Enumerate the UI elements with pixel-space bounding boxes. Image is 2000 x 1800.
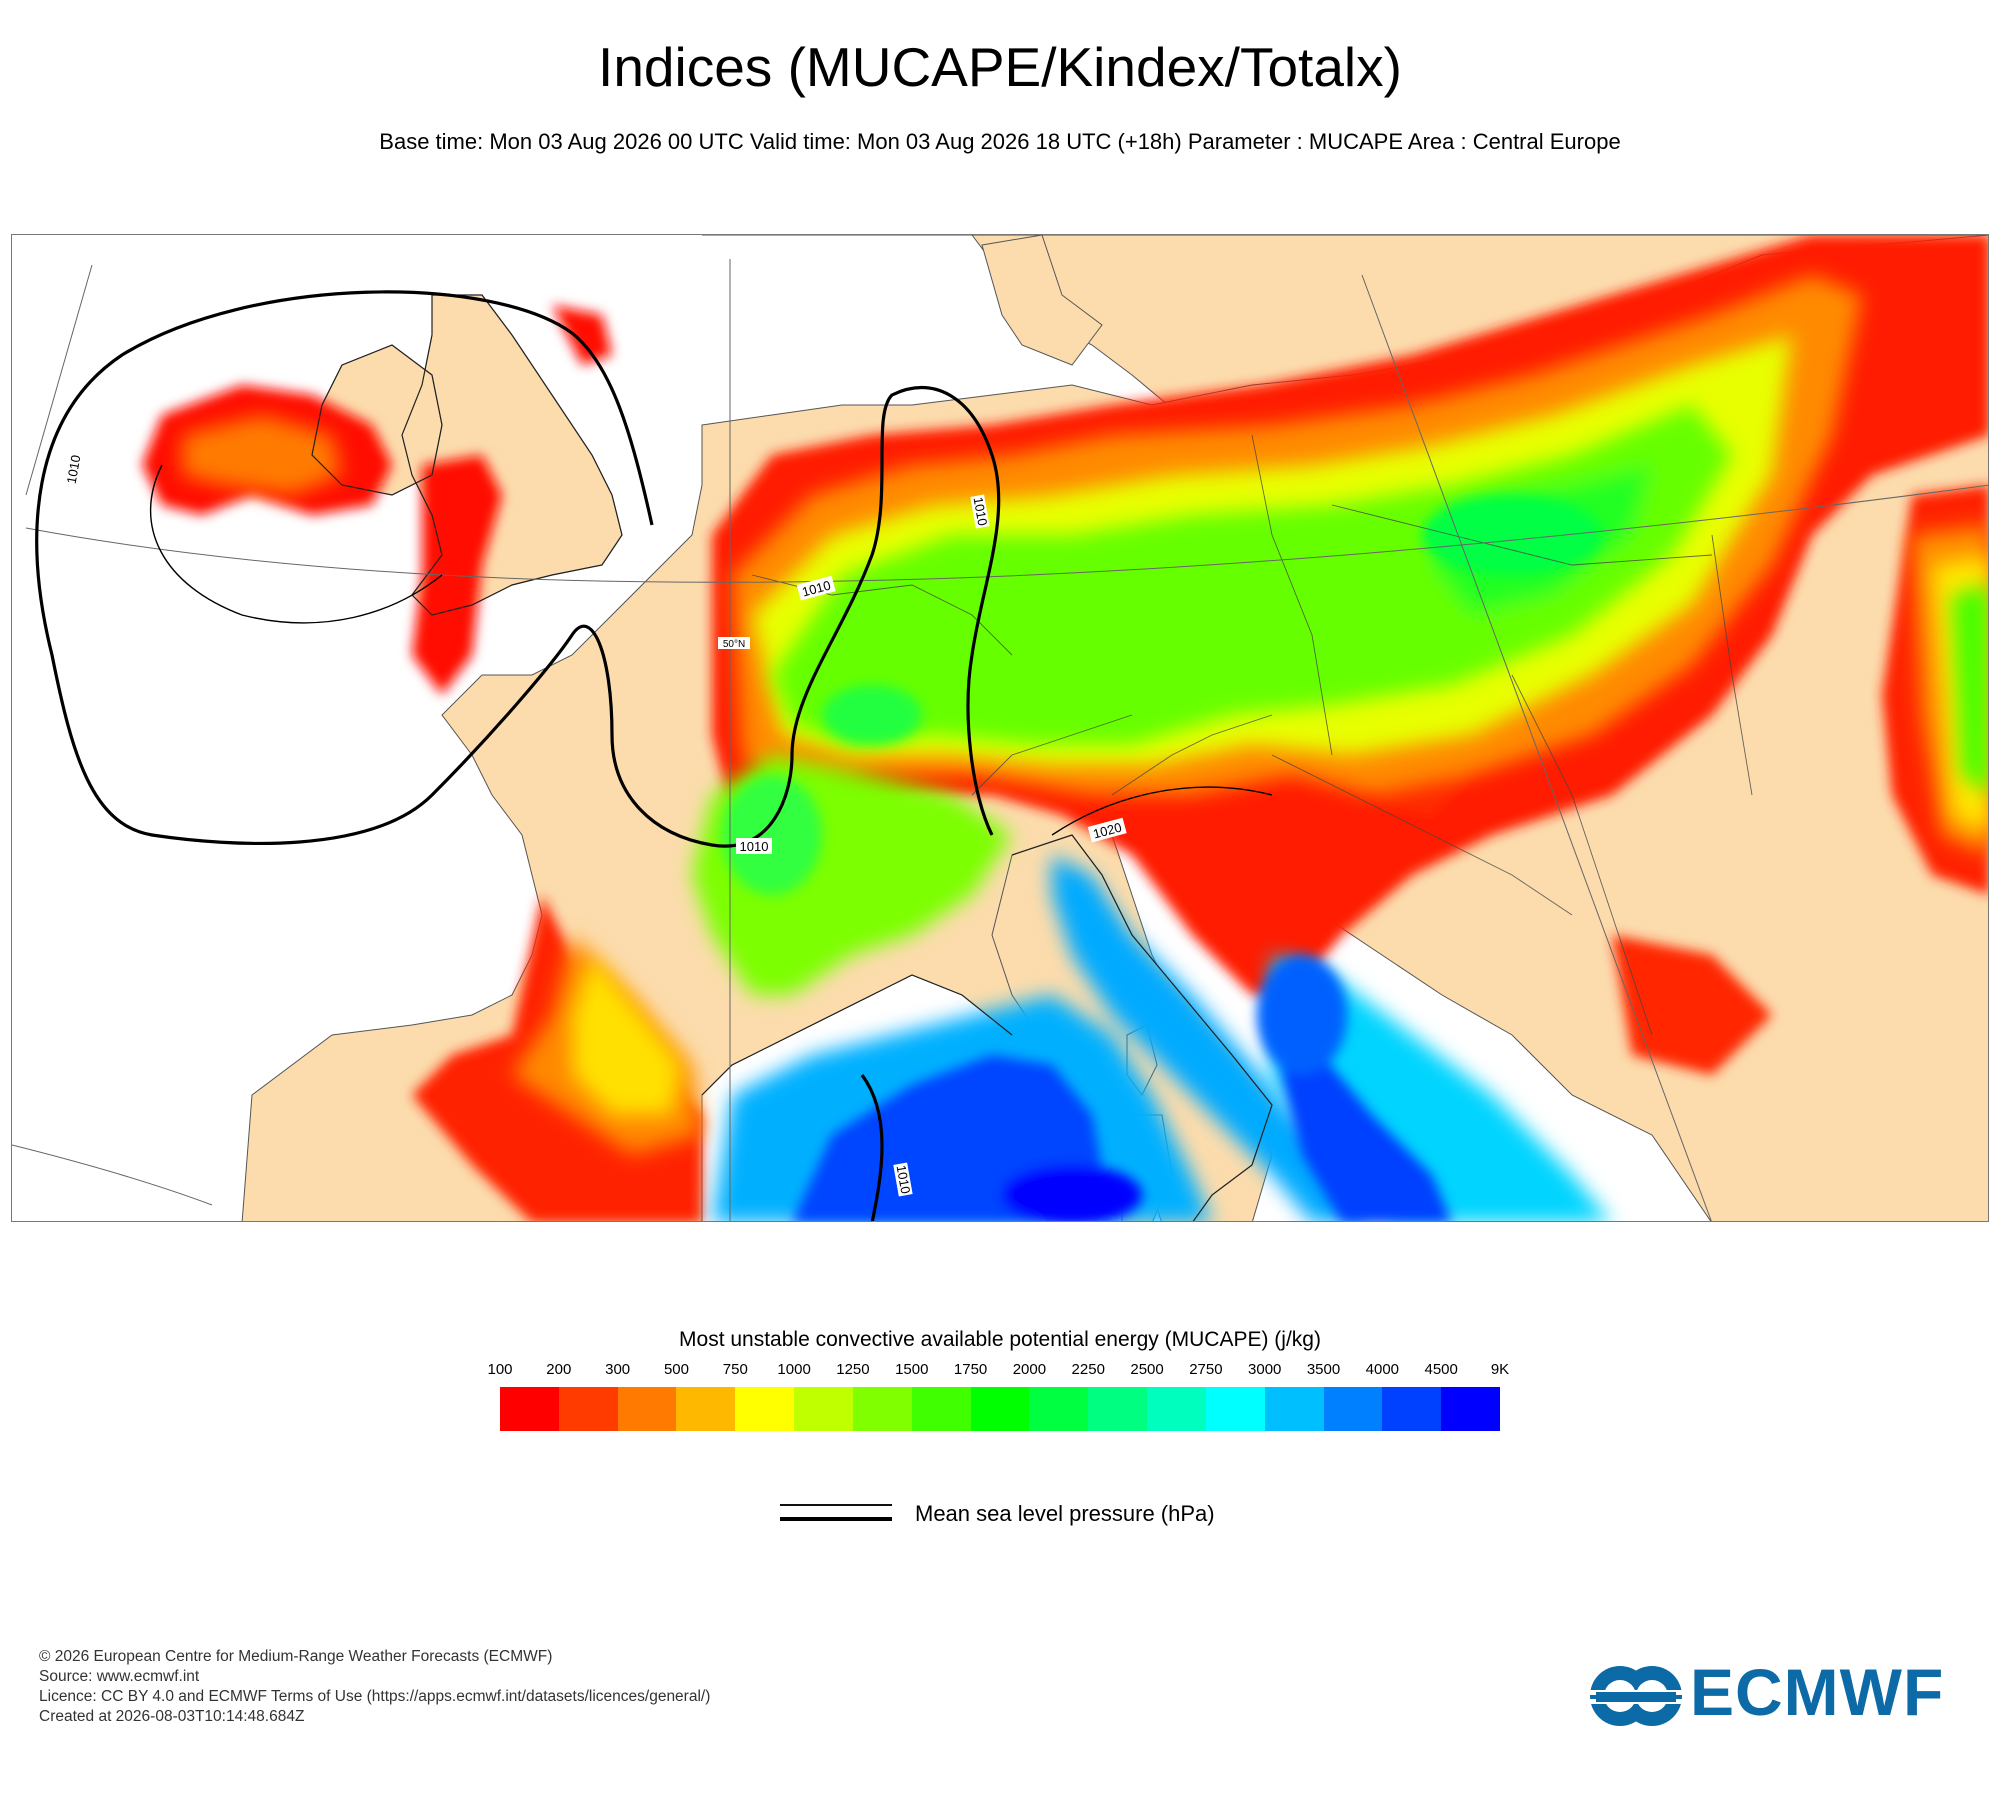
legend-swatch — [735, 1387, 795, 1431]
graticule-label-50n: 50°N — [723, 639, 745, 650]
isobar-label-1010-mediterranean: 1010 — [894, 1164, 914, 1195]
ecmwf-logo-text: ECMWF — [1690, 1655, 1945, 1729]
legend-tick-label: 300 — [605, 1361, 631, 1378]
chart-subtitle: Base time: Mon 03 Aug 2026 00 UTC Valid … — [379, 129, 1621, 154]
legend-swatch — [1205, 1387, 1265, 1431]
isobar-label-1010-channel: 1010 — [800, 578, 832, 600]
legend-tick-label: 4000 — [1365, 1361, 1400, 1378]
denmark-land — [981, 235, 1103, 366]
isobar-label-1010-west: 1010 — [64, 454, 84, 485]
legend-colorbar — [500, 1387, 1501, 1431]
map-panel: 1010 1010 1010 1010 1020 1010 — [11, 234, 1989, 1222]
source-line: Source: www.ecmwf.int — [39, 1668, 200, 1685]
legend-swatch — [617, 1387, 677, 1431]
legend-swatch — [970, 1387, 1030, 1431]
credits-block: © 2026 European Centre for Medium-Range … — [39, 1647, 710, 1727]
legend-tick-label: 1500 — [895, 1361, 929, 1378]
legend-swatch — [500, 1387, 559, 1431]
legend-tick-label: 2500 — [1130, 1361, 1164, 1378]
isobar-legend: Mean sea level pressure (hPa) — [780, 1500, 1220, 1530]
mucape-field — [142, 235, 1988, 1221]
legend-tick-label: 4500 — [1424, 1361, 1458, 1378]
coastlines — [311, 294, 1273, 1221]
legend-swatch — [1323, 1387, 1383, 1431]
chart-title: Indices (MUCAPE/Kindex/Totalx) — [598, 36, 1402, 98]
legend-tick-label: 9K — [1490, 1361, 1510, 1378]
legend-tick-label: 200 — [546, 1361, 572, 1378]
legend-tick-label: 3000 — [1248, 1361, 1282, 1378]
legend-swatch — [676, 1387, 736, 1431]
legend-tick-labels: 100 200 300 500 750 1000 1250 1500 1750 2000 2250 2… — [487, 1361, 1509, 1381]
forecast-map: 1010 1010 1010 1010 1020 1010 — [12, 235, 1988, 1221]
country-borders — [751, 434, 1753, 1036]
licence-line: Licence: CC BY 4.0 and ECMWF Terms of Us… — [39, 1688, 711, 1705]
legend-tick-label: 750 — [722, 1361, 748, 1378]
ecmwf-logo: ECMWF — [1588, 1652, 1968, 1732]
isobar-labels: 1010 1010 1010 1010 1020 1010 — [64, 452, 1127, 1197]
isobar-label-1020-alps: 1020 — [1091, 820, 1123, 842]
legend-swatch — [852, 1387, 912, 1431]
legend-tick-label: 2250 — [1071, 1361, 1105, 1378]
isobar-label-1010-netherlands: 1010 — [971, 496, 991, 527]
copyright-line: © 2026 European Centre for Medium-Range … — [39, 1648, 553, 1665]
legend-title: Most unstable convective available poten… — [679, 1328, 1321, 1351]
isobar-label-1010-france: 1010 — [740, 839, 769, 854]
ecmwf-logo-mark — [1588, 1666, 1684, 1726]
legend-tick-label: 3500 — [1306, 1361, 1341, 1378]
legend-swatch — [1382, 1387, 1442, 1431]
legend-swatch — [1147, 1387, 1206, 1431]
isobar-legend-line-sample — [780, 1500, 892, 1528]
isobars — [35, 290, 1273, 1221]
legend-swatch — [558, 1387, 618, 1431]
created-line: Created at 2026-08-03T10:14:48.684Z — [39, 1708, 305, 1725]
legend-tick-label: 1750 — [953, 1361, 988, 1378]
legend-tick-label: 100 — [487, 1361, 513, 1378]
legend-tick-label: 1250 — [836, 1361, 870, 1378]
legend-swatch — [911, 1387, 971, 1431]
legend-tick-label: 500 — [663, 1361, 689, 1378]
legend-tick-label: 2000 — [1012, 1361, 1047, 1378]
legend-swatch — [1029, 1387, 1089, 1431]
legend-tick-label: 1000 — [777, 1361, 811, 1378]
legend-swatch — [1441, 1387, 1501, 1431]
legend-swatch — [1088, 1387, 1148, 1431]
legend-swatch — [1264, 1387, 1324, 1431]
isobar-legend-label: Mean sea level pressure (hPa) — [915, 1501, 1215, 1526]
legend-tick-label: 2750 — [1189, 1361, 1223, 1378]
legend-swatch — [794, 1387, 853, 1431]
